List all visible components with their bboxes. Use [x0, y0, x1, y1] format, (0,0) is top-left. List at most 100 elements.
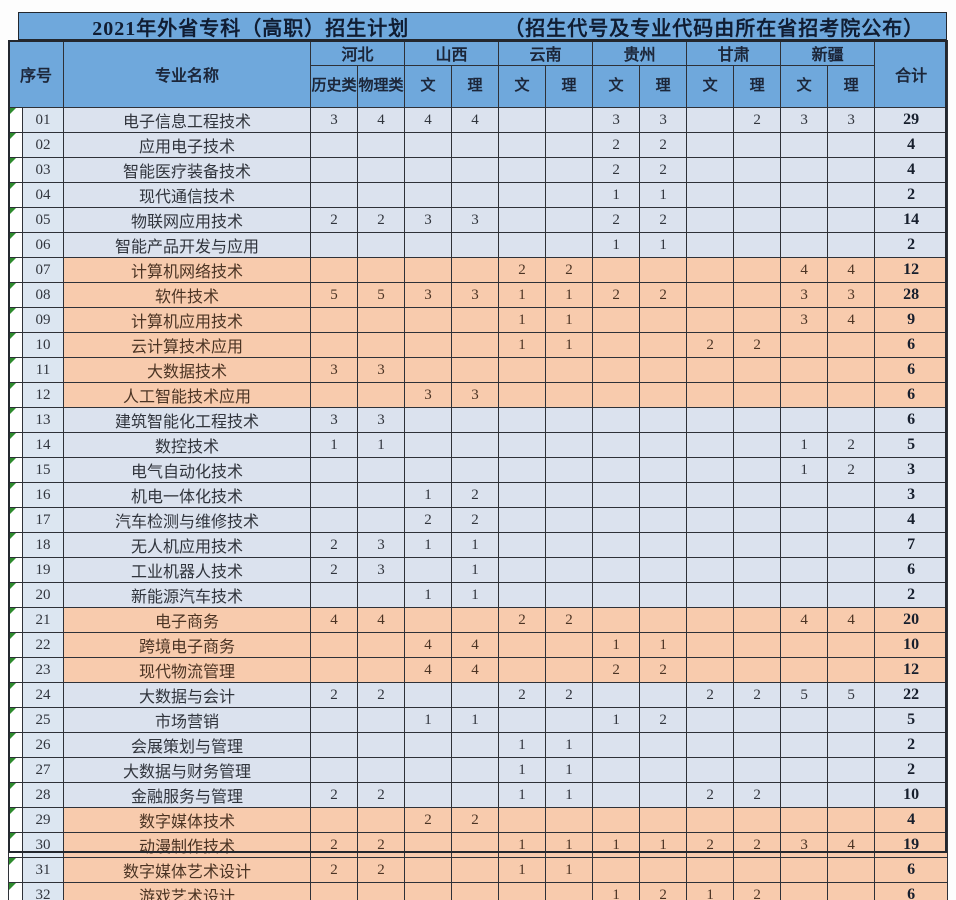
cell-value: 1 [545, 332, 594, 358]
header-sub-guizhou-li: 理 [639, 65, 688, 108]
cell-value: 3 [310, 407, 359, 433]
cell-value [639, 507, 688, 533]
row-number: 21 [21, 607, 65, 633]
row-number: 32 [21, 882, 65, 900]
cell-value [545, 507, 594, 533]
excel-flag-triangle-icon [9, 483, 16, 490]
cell-value [592, 582, 641, 608]
cell-value [498, 207, 547, 233]
excel-flag-triangle-icon [9, 883, 16, 890]
row-gutter-cell [8, 507, 23, 533]
cell-value [357, 332, 406, 358]
cell-value [310, 707, 359, 733]
table-row: 05 物联网应用技术 2 2 3 3 2 2 14 [8, 207, 949, 233]
cell-value: 1 [498, 832, 547, 858]
cell-value: 5 [310, 282, 359, 308]
cell-value: 1 [451, 532, 500, 558]
cell-value [451, 607, 500, 633]
cell-value [733, 257, 782, 283]
row-major-name: 数字媒体艺术设计 [63, 857, 312, 883]
excel-flag-triangle-icon [9, 433, 16, 440]
cell-value [639, 607, 688, 633]
cell-value [451, 257, 500, 283]
cell-value: 1 [451, 557, 500, 583]
cell-value [592, 432, 641, 458]
cell-value: 2 [310, 682, 359, 708]
cell-value: 2 [357, 682, 406, 708]
cell-value: 1 [404, 482, 453, 508]
cell-value: 3 [451, 207, 500, 233]
cell-value [686, 107, 735, 133]
cell-value: 2 [686, 332, 735, 358]
row-gutter-cell [8, 732, 23, 758]
cell-value [686, 357, 735, 383]
cell-value [310, 732, 359, 758]
cell-value [733, 207, 782, 233]
cell-value [639, 857, 688, 883]
cell-value [498, 182, 547, 208]
row-number: 16 [21, 482, 65, 508]
table-row: 30 动漫制作技术 2 2 1 1 1 1 2 2 3 4 19 [8, 832, 949, 858]
cell-value [404, 832, 453, 858]
table-row: 04 现代通信技术 1 1 2 [8, 182, 949, 208]
cell-value: 2 [545, 257, 594, 283]
table-row: 09 计算机应用技术 1 1 3 4 9 [8, 307, 949, 333]
row-major-name: 机电一体化技术 [63, 482, 312, 508]
cell-value [545, 632, 594, 658]
header-sub-shanxi-wen: 文 [404, 65, 453, 108]
cell-value [451, 857, 500, 883]
cell-value [592, 257, 641, 283]
cell-value: 2 [827, 457, 876, 483]
cell-value [498, 657, 547, 683]
excel-flag-triangle-icon [9, 333, 16, 340]
row-number: 27 [21, 757, 65, 783]
cell-value [545, 157, 594, 183]
row-gutter-cell [8, 582, 23, 608]
table-header: 序号 专业名称 河北 山西 云南 贵州 甘肃 新疆 合计 历史类 物理类 文 理… [7, 40, 949, 108]
cell-value: 1 [498, 332, 547, 358]
cell-value: 1 [545, 757, 594, 783]
cell-value [545, 532, 594, 558]
cell-value: 3 [780, 832, 829, 858]
cell-value [827, 132, 876, 158]
header-province-yunnan: 云南 [498, 40, 594, 66]
cell-value: 1 [404, 532, 453, 558]
excel-flag-triangle-icon [9, 583, 16, 590]
cell-value [357, 657, 406, 683]
cell-value [686, 232, 735, 258]
row-gutter-cell [8, 232, 23, 258]
cell-value: 2 [498, 682, 547, 708]
cell-value [310, 157, 359, 183]
cell-value [780, 157, 829, 183]
cell-value [310, 382, 359, 408]
cell-value [592, 757, 641, 783]
excel-flag-triangle-icon [9, 658, 16, 665]
row-total: 4 [874, 807, 949, 833]
row-number: 31 [21, 857, 65, 883]
row-total: 6 [874, 332, 949, 358]
table-row: 29 数字媒体技术 2 2 4 [8, 807, 949, 833]
cell-value: 1 [498, 757, 547, 783]
cell-value [639, 682, 688, 708]
row-total: 6 [874, 857, 949, 883]
cell-value [498, 882, 547, 900]
row-total: 19 [874, 832, 949, 858]
cell-value [733, 757, 782, 783]
row-total: 12 [874, 257, 949, 283]
table-row: 32 游戏艺术设计 1 2 1 2 6 [8, 882, 949, 900]
cell-value [592, 382, 641, 408]
row-major-name: 现代通信技术 [63, 182, 312, 208]
cell-value: 2 [498, 607, 547, 633]
row-number: 02 [21, 132, 65, 158]
cell-value [733, 532, 782, 558]
row-major-name: 电子商务 [63, 607, 312, 633]
row-major-name: 电气自动化技术 [63, 457, 312, 483]
row-gutter-cell [8, 357, 23, 383]
cell-value [780, 182, 829, 208]
cell-value: 2 [404, 807, 453, 833]
cell-value: 4 [404, 657, 453, 683]
cell-value [827, 357, 876, 383]
cell-value: 4 [780, 607, 829, 633]
row-gutter-cell [8, 632, 23, 658]
cell-value [357, 157, 406, 183]
